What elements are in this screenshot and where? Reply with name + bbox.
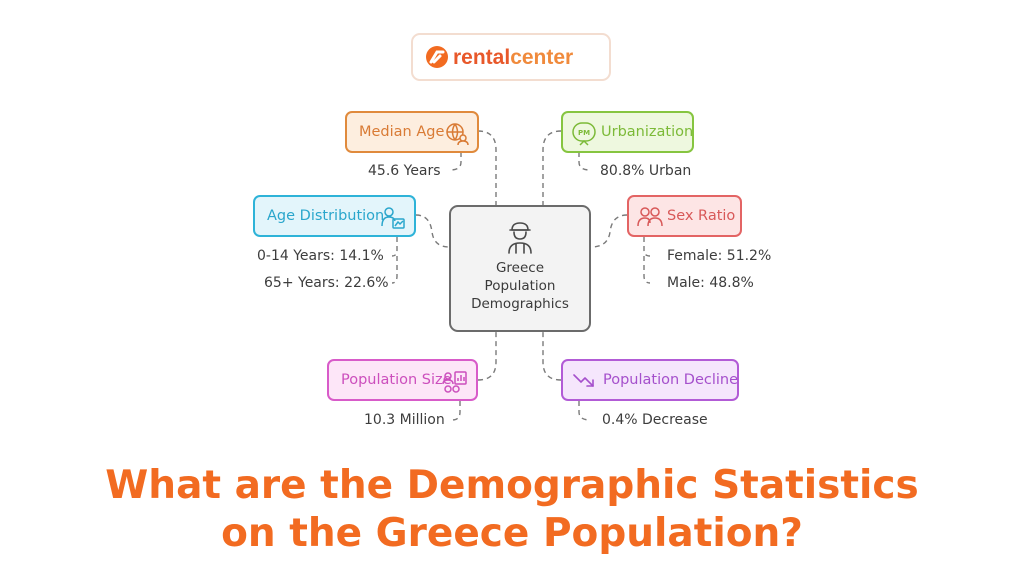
median-age-stat: 45.6 Years xyxy=(368,163,441,179)
population-chart-icon xyxy=(442,371,467,393)
connector-population-decline xyxy=(542,332,562,381)
median-age-label: Median Age xyxy=(359,124,445,140)
node-population-decline: Population Decline xyxy=(561,359,739,401)
population-decline-stat: 0.4% Decrease xyxy=(602,412,708,428)
headline-line-2: on the Greece Population? xyxy=(221,511,803,556)
node-urbanization: PM Urbanization xyxy=(561,111,694,153)
population-size-stat: 10.3 Million xyxy=(364,412,445,428)
node-median-age: Median Age xyxy=(345,111,479,153)
sex-ratio-label: Sex Ratio xyxy=(667,208,736,224)
center-node: Greece Population Demographics xyxy=(449,205,591,332)
globe-person-icon xyxy=(446,123,469,146)
logo-text-center: center xyxy=(510,46,573,69)
connector-population-size xyxy=(477,332,497,381)
population-decline-label: Population Decline xyxy=(603,372,739,388)
age-distribution-stat-1: 65+ Years: 22.6% xyxy=(264,275,389,291)
headline: What are the Demographic Statistics on t… xyxy=(0,462,1024,558)
connector-urbanization xyxy=(542,130,562,205)
age-distribution-label: Age Distribution xyxy=(267,208,385,224)
leader-age-distribution xyxy=(391,237,398,284)
connector-sex-ratio xyxy=(590,214,628,248)
node-population-size: Population Size xyxy=(327,359,478,401)
leader-sex-ratio xyxy=(643,237,651,284)
node-age-distribution: Age Distribution xyxy=(253,195,416,237)
connector-age-distribution xyxy=(415,214,450,248)
population-size-label: Population Size xyxy=(341,372,452,388)
svg-text:rentalcenter: rentalcenter xyxy=(453,46,573,69)
center-label: Greece Population Demographics xyxy=(471,260,569,312)
rentalcenter-logo: rentalcenter xyxy=(411,33,611,81)
node-sex-ratio: Sex Ratio xyxy=(627,195,742,237)
leader-population-size xyxy=(451,401,461,421)
sex-ratio-stat-0: Female: 51.2% xyxy=(667,248,772,264)
age-distribution-stat-0: 0-14 Years: 14.1% xyxy=(257,248,384,264)
urbanization-label: Urbanization xyxy=(601,124,694,140)
leader-median-age xyxy=(449,152,462,171)
rentalcenter-logo-mark: rentalcenter xyxy=(426,46,573,69)
leader-urbanization xyxy=(578,152,591,171)
person-worker-icon xyxy=(508,222,532,254)
leader-population-decline xyxy=(578,401,591,421)
city-badge-icon: PM xyxy=(572,122,596,146)
urbanization-stat: 80.8% Urban xyxy=(600,163,692,179)
trend-down-icon xyxy=(573,374,594,387)
age-chart-icon xyxy=(381,207,405,229)
sex-ratio-stat-1: Male: 48.8% xyxy=(667,275,754,291)
logo-text-rental: rental xyxy=(453,46,510,69)
svg-text:PM: PM xyxy=(578,129,590,137)
connector-median-age xyxy=(477,130,497,205)
people-pair-icon xyxy=(637,207,663,227)
headline-line-1: What are the Demographic Statistics xyxy=(105,463,919,508)
